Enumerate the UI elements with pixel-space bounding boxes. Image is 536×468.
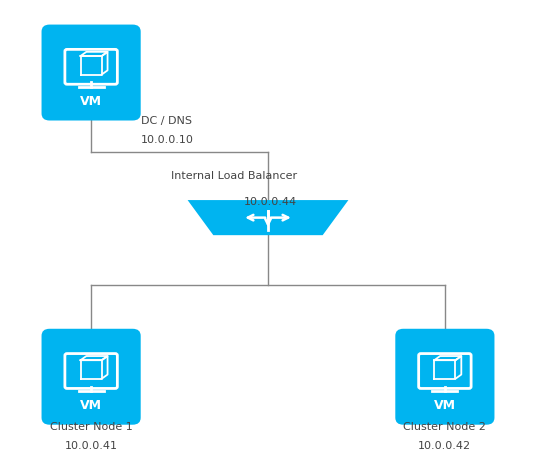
Text: VM: VM <box>80 95 102 108</box>
Text: Internal Load Balancer: Internal Load Balancer <box>171 171 297 181</box>
Text: Cluster Node 1: Cluster Node 1 <box>50 422 132 432</box>
Text: VM: VM <box>434 399 456 412</box>
Text: 10.0.0.44: 10.0.0.44 <box>244 197 297 207</box>
Text: 10.0.0.10: 10.0.0.10 <box>140 135 193 145</box>
FancyBboxPatch shape <box>395 329 494 425</box>
Polygon shape <box>188 200 348 235</box>
FancyBboxPatch shape <box>65 49 117 84</box>
Text: 10.0.0.42: 10.0.0.42 <box>418 441 472 451</box>
Text: VM: VM <box>80 399 102 412</box>
FancyBboxPatch shape <box>42 24 140 121</box>
Text: 10.0.0.41: 10.0.0.41 <box>65 441 117 451</box>
FancyBboxPatch shape <box>419 354 471 388</box>
Text: DC / DNS: DC / DNS <box>140 116 192 126</box>
FancyBboxPatch shape <box>42 329 140 425</box>
FancyBboxPatch shape <box>65 354 117 388</box>
Text: Cluster Node 2: Cluster Node 2 <box>404 422 486 432</box>
